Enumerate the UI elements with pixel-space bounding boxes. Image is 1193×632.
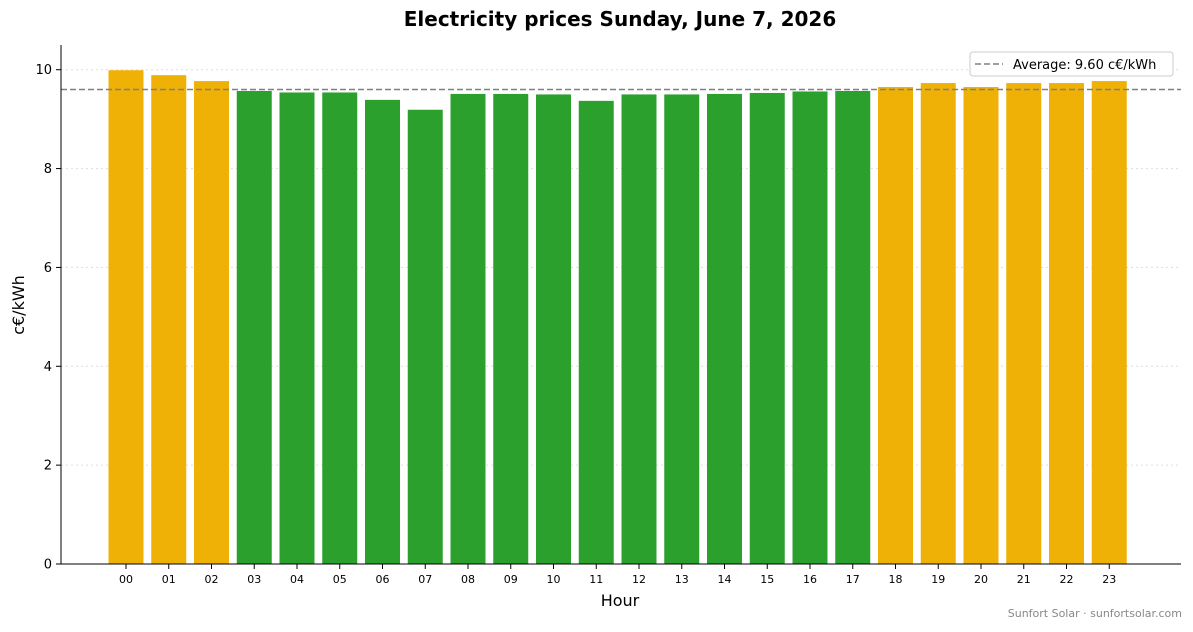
- x-tick-label: 05: [333, 573, 347, 586]
- bar-hour-21: [1006, 83, 1042, 564]
- bar-hour-14: [707, 93, 742, 564]
- x-tick-label: 16: [803, 573, 817, 586]
- y-ticks: 0 2 4 6 8 10: [35, 63, 61, 573]
- bars: [108, 70, 1127, 565]
- x-tick-label: 07: [418, 573, 432, 586]
- bar-hour-23: [1091, 81, 1127, 564]
- x-tick-label: 09: [504, 573, 518, 586]
- x-tick-label: 12: [632, 573, 646, 586]
- legend: Average: 9.60 c€/kWh: [969, 51, 1174, 77]
- chart-title: Electricity prices Sunday, June 7, 2026: [404, 7, 837, 31]
- bar-hour-01: [151, 75, 187, 564]
- bar-hour-10: [536, 94, 571, 564]
- x-tick-label: 20: [974, 573, 988, 586]
- bar-hour-12: [621, 94, 657, 564]
- x-tick-label: 06: [376, 573, 390, 586]
- y-tick-label: 2: [44, 459, 52, 474]
- x-tick-label: 10: [547, 573, 561, 586]
- y-tick-label: 10: [35, 63, 52, 78]
- x-tick-label: 19: [931, 573, 945, 586]
- footer-credit: Sunfort Solar · sunfortsolar.com: [1008, 607, 1182, 620]
- x-tick-label: 21: [1017, 573, 1031, 586]
- bar-hour-17: [835, 90, 871, 565]
- bar-hour-08: [450, 93, 486, 564]
- y-axis-title: c€/kWh: [9, 275, 28, 335]
- bar-hour-11: [578, 100, 614, 565]
- bar-hour-16: [792, 91, 828, 564]
- y-tick-label: 4: [44, 360, 52, 375]
- x-tick-label: 23: [1102, 573, 1116, 586]
- x-tick-label: 03: [247, 573, 261, 586]
- y-tick-label: 8: [44, 162, 52, 177]
- x-tick-label: 01: [162, 573, 176, 586]
- x-tick-label: 18: [889, 573, 903, 586]
- bar-hour-05: [322, 92, 358, 565]
- bar-hour-18: [878, 87, 913, 564]
- bar-hour-06: [365, 99, 400, 564]
- y-tick-label: 0: [44, 558, 52, 573]
- x-tick-label: 08: [461, 573, 475, 586]
- bar-hour-20: [963, 87, 999, 564]
- legend-average-label: Average: 9.60 c€/kWh: [1013, 58, 1156, 73]
- bar-hour-00: [108, 70, 144, 565]
- bar-hour-15: [749, 92, 785, 565]
- x-axis-title: Hour: [601, 591, 640, 610]
- x-tick-label: 02: [205, 573, 219, 586]
- x-tick-label: 04: [290, 573, 304, 586]
- bar-hour-19: [920, 83, 956, 564]
- legend-box: [969, 51, 1174, 77]
- x-tick-label: 00: [119, 573, 133, 586]
- x-tick-label: 11: [589, 573, 603, 586]
- x-ticks: 00 01 02 03 04 05 06 07 08 09 10 11 12 13 14 15 16 17 18 19…: [119, 564, 1116, 586]
- x-tick-label: 17: [846, 573, 860, 586]
- bar-hour-03: [236, 90, 272, 565]
- bar-hour-07: [407, 109, 443, 564]
- x-tick-label: 14: [718, 573, 732, 586]
- bar-hour-02: [194, 81, 229, 564]
- y-tick-label: 6: [44, 261, 52, 276]
- bar-hour-09: [493, 93, 529, 564]
- x-tick-label: 22: [1060, 573, 1074, 586]
- bar-hour-22: [1049, 83, 1084, 564]
- bar-hour-13: [664, 94, 700, 564]
- bar-hour-04: [279, 92, 315, 565]
- x-tick-label: 13: [675, 573, 689, 586]
- x-tick-label: 15: [760, 573, 774, 586]
